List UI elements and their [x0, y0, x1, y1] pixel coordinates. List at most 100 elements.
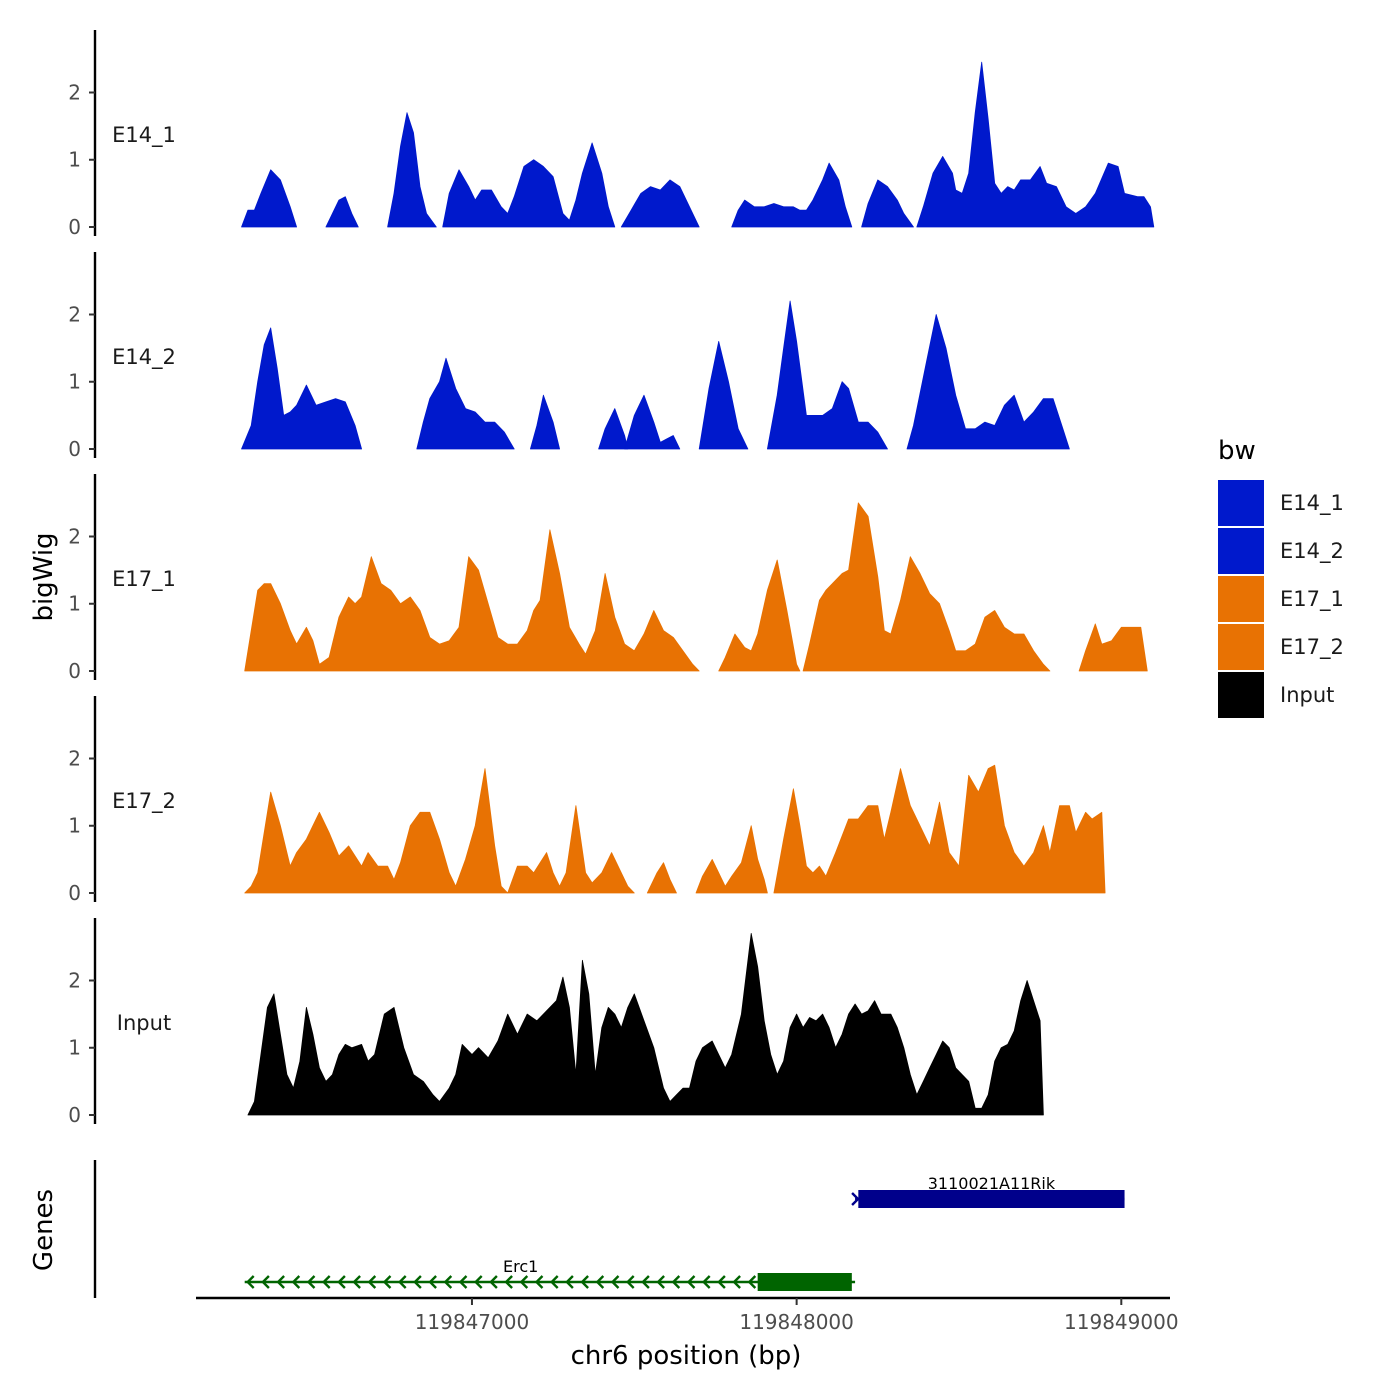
x-tick-label: 119849000	[1064, 1310, 1179, 1334]
strand-arrow	[367, 1275, 377, 1289]
coverage-area	[507, 805, 635, 894]
strand-arrow	[550, 1275, 559, 1289]
y-tick-label: 1	[68, 1036, 81, 1060]
legend-title: bw	[1218, 436, 1256, 466]
legend-swatch	[1218, 624, 1264, 670]
track-e14-1: 0 1 2 E14_1	[68, 30, 1155, 239]
genes-layer: Erc1 3110021A11Rik	[93, 1160, 1125, 1298]
y-tick-label: 2	[68, 80, 81, 104]
strand-arrow	[352, 1275, 361, 1289]
legend-label: Input	[1280, 683, 1334, 707]
x-axis: 119847000 119848000 119849000	[196, 1296, 1179, 1334]
coverage-area	[247, 933, 1044, 1116]
coverage-area	[695, 825, 768, 894]
strand-arrow	[626, 1275, 635, 1289]
coverage-area	[646, 862, 677, 894]
coverage-area	[620, 179, 700, 228]
strand-arrow	[851, 1192, 860, 1206]
gene-exon	[858, 1190, 1125, 1208]
strand-arrow	[413, 1275, 422, 1289]
strand-arrow	[565, 1275, 574, 1289]
legend-label: E17_2	[1280, 635, 1344, 660]
coverage-area	[624, 394, 681, 450]
gene-3110021a11rik: 3110021A11Rik	[851, 1174, 1125, 1208]
strand-arrow	[306, 1275, 316, 1289]
y-tick-label: 1	[68, 814, 81, 838]
coverage-area	[598, 408, 629, 450]
track-label: E17_2	[112, 789, 176, 814]
legend-entry-e14-1: E14_1	[1218, 480, 1344, 526]
track-e17-1: 0 1 2 E17_1	[68, 474, 1148, 683]
track-label: E14_2	[112, 345, 176, 370]
track-e17-2: 0 1 2 E17_2	[68, 696, 1106, 905]
strand-arrow	[489, 1275, 498, 1289]
strand-arrow	[519, 1275, 529, 1289]
strand-arrow	[443, 1275, 453, 1289]
track-label: Input	[117, 1011, 171, 1035]
strand-arrow	[702, 1275, 711, 1289]
y-axis-title: bigWig	[29, 532, 59, 621]
coverage-area	[698, 341, 749, 450]
legend-swatch	[1218, 576, 1264, 622]
coverage-area	[241, 169, 297, 228]
coverage-area	[416, 357, 515, 450]
strand-arrow	[276, 1275, 285, 1289]
strand-arrow	[458, 1275, 468, 1289]
track-label: E14_1	[112, 123, 176, 148]
coverage-area	[906, 314, 1070, 450]
strand-arrow	[641, 1275, 650, 1289]
strand-arrow	[686, 1275, 696, 1289]
legend: E14_1 E14_2 E17_1 E17_2 Input	[1218, 480, 1344, 718]
y-tick-label: 2	[68, 746, 81, 770]
y-tick-label: 1	[68, 148, 81, 172]
genes-panel-label: Genes	[29, 1189, 59, 1271]
y-tick-label: 1	[68, 592, 81, 616]
track-input: 0 1 2 Input	[68, 918, 1044, 1127]
strand-arrow	[534, 1275, 544, 1289]
track-e14-2: 0 1 2 E14_2	[68, 252, 1070, 461]
strand-arrow	[246, 1275, 255, 1289]
y-tick-label: 2	[68, 524, 81, 548]
coverage-area	[773, 764, 1106, 894]
strand-arrow	[671, 1275, 681, 1289]
coverage-area	[244, 529, 700, 672]
x-tick-label: 119847000	[415, 1310, 530, 1334]
strand-arrow	[504, 1275, 513, 1289]
x-tick-label: 119848000	[739, 1310, 854, 1334]
y-tick-label: 2	[68, 302, 81, 326]
strand-arrow	[382, 1275, 392, 1289]
coverage-area	[530, 394, 560, 450]
coverage-area	[802, 502, 1051, 672]
strand-arrow	[474, 1275, 483, 1289]
legend-entry-e17-2: E17_2	[1218, 624, 1344, 670]
legend-label: E14_2	[1280, 539, 1344, 564]
strand-arrow	[322, 1275, 331, 1289]
strand-arrow	[717, 1275, 726, 1289]
coverage-area	[241, 327, 362, 450]
coverage-area	[861, 179, 914, 228]
coverage-area	[916, 61, 1155, 228]
strand-arrow	[610, 1275, 620, 1289]
gene-erc1: Erc1	[244, 1257, 856, 1291]
coverage-area	[244, 768, 509, 894]
coverage-area	[718, 559, 801, 672]
strand-arrow	[398, 1275, 407, 1289]
track-label: E17_1	[112, 567, 176, 592]
y-tick-label: 0	[68, 437, 81, 461]
legend-swatch	[1218, 528, 1264, 574]
y-tick-label: 0	[68, 215, 81, 239]
legend-entry-input: Input	[1218, 672, 1334, 718]
coverage-area	[325, 196, 359, 228]
strand-arrow	[580, 1275, 589, 1289]
gene-label: Erc1	[503, 1257, 538, 1276]
y-tick-label: 2	[68, 968, 81, 992]
y-tick-label: 0	[68, 881, 81, 905]
gene-exon	[757, 1273, 852, 1291]
coverage-area	[442, 142, 616, 228]
strand-arrow	[732, 1275, 741, 1289]
y-tick-label: 0	[68, 1103, 81, 1127]
strand-arrow	[428, 1275, 437, 1289]
legend-label: E14_1	[1280, 491, 1344, 516]
coverage-area	[1078, 623, 1148, 672]
